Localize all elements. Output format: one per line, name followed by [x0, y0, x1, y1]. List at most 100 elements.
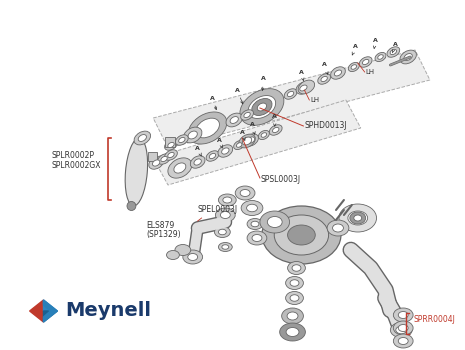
Ellipse shape	[248, 96, 276, 118]
FancyBboxPatch shape	[148, 152, 157, 161]
Ellipse shape	[190, 156, 205, 168]
Ellipse shape	[339, 204, 377, 232]
Ellipse shape	[351, 65, 357, 69]
Ellipse shape	[222, 148, 229, 154]
Ellipse shape	[396, 326, 407, 334]
Ellipse shape	[363, 60, 369, 65]
Ellipse shape	[239, 134, 255, 148]
Polygon shape	[44, 300, 57, 311]
Text: SPRR0004J: SPRR0004J	[413, 315, 455, 324]
Ellipse shape	[247, 231, 267, 245]
Ellipse shape	[252, 234, 262, 241]
Ellipse shape	[188, 253, 198, 260]
Ellipse shape	[244, 112, 250, 118]
Ellipse shape	[274, 215, 329, 255]
Ellipse shape	[261, 133, 266, 137]
Ellipse shape	[165, 150, 177, 160]
Ellipse shape	[257, 103, 266, 111]
Ellipse shape	[332, 224, 344, 232]
Ellipse shape	[247, 137, 255, 143]
Text: A: A	[239, 130, 245, 140]
Ellipse shape	[246, 204, 258, 212]
Text: A: A	[250, 122, 255, 134]
Ellipse shape	[286, 276, 303, 289]
Text: SPEL0003J: SPEL0003J	[198, 205, 238, 215]
Text: A: A	[392, 42, 398, 53]
Ellipse shape	[399, 337, 408, 344]
Ellipse shape	[236, 143, 242, 147]
Text: A: A	[352, 44, 358, 55]
Text: A: A	[235, 88, 243, 104]
Ellipse shape	[287, 91, 294, 97]
Ellipse shape	[175, 135, 188, 145]
Ellipse shape	[350, 212, 365, 224]
Ellipse shape	[287, 312, 298, 320]
Ellipse shape	[318, 74, 331, 84]
Ellipse shape	[188, 112, 227, 144]
Ellipse shape	[260, 211, 290, 233]
Ellipse shape	[184, 127, 202, 143]
Ellipse shape	[219, 243, 232, 252]
Ellipse shape	[241, 110, 253, 120]
Ellipse shape	[393, 321, 413, 335]
Ellipse shape	[235, 186, 255, 200]
Ellipse shape	[168, 142, 174, 148]
Ellipse shape	[390, 49, 397, 55]
Ellipse shape	[321, 76, 327, 82]
Ellipse shape	[158, 154, 171, 164]
Ellipse shape	[183, 250, 203, 264]
Ellipse shape	[284, 89, 297, 99]
Ellipse shape	[279, 323, 306, 341]
Ellipse shape	[399, 324, 408, 331]
Ellipse shape	[242, 137, 252, 145]
Text: Meynell: Meynell	[65, 301, 151, 321]
Ellipse shape	[168, 152, 174, 158]
Ellipse shape	[127, 202, 136, 210]
Ellipse shape	[138, 134, 146, 141]
Ellipse shape	[188, 131, 197, 139]
Ellipse shape	[404, 54, 412, 61]
Ellipse shape	[348, 62, 359, 72]
Ellipse shape	[359, 57, 372, 67]
Ellipse shape	[272, 127, 279, 133]
Ellipse shape	[287, 261, 306, 274]
Text: ELS879: ELS879	[146, 220, 174, 230]
Ellipse shape	[327, 220, 349, 236]
Ellipse shape	[331, 67, 345, 79]
Ellipse shape	[175, 245, 191, 256]
Ellipse shape	[233, 140, 245, 149]
Ellipse shape	[219, 229, 226, 235]
Ellipse shape	[168, 158, 192, 178]
Ellipse shape	[290, 295, 299, 301]
FancyBboxPatch shape	[165, 137, 175, 147]
Ellipse shape	[387, 47, 400, 57]
Ellipse shape	[251, 221, 259, 227]
Text: A: A	[272, 114, 277, 126]
Ellipse shape	[300, 85, 307, 91]
Text: LH: LH	[310, 97, 319, 103]
Ellipse shape	[262, 206, 341, 264]
Text: SPLR0002P: SPLR0002P	[52, 150, 94, 160]
Ellipse shape	[292, 265, 301, 271]
Ellipse shape	[241, 201, 263, 216]
Ellipse shape	[286, 292, 303, 304]
Ellipse shape	[134, 131, 151, 145]
Text: A: A	[217, 138, 222, 148]
Ellipse shape	[218, 145, 232, 157]
Ellipse shape	[125, 138, 147, 206]
Ellipse shape	[334, 70, 342, 76]
Ellipse shape	[244, 134, 259, 146]
Ellipse shape	[209, 153, 216, 159]
Ellipse shape	[298, 80, 315, 94]
Ellipse shape	[348, 211, 368, 225]
Text: SPHD0013J: SPHD0013J	[305, 121, 347, 131]
Text: SPLR0002GX: SPLR0002GX	[52, 161, 101, 169]
Text: SPSL0003J: SPSL0003J	[261, 175, 301, 184]
Ellipse shape	[196, 118, 219, 138]
Ellipse shape	[296, 82, 311, 94]
Ellipse shape	[219, 194, 236, 206]
Ellipse shape	[149, 157, 164, 169]
Ellipse shape	[165, 140, 177, 150]
Polygon shape	[44, 311, 57, 322]
Ellipse shape	[222, 245, 229, 249]
